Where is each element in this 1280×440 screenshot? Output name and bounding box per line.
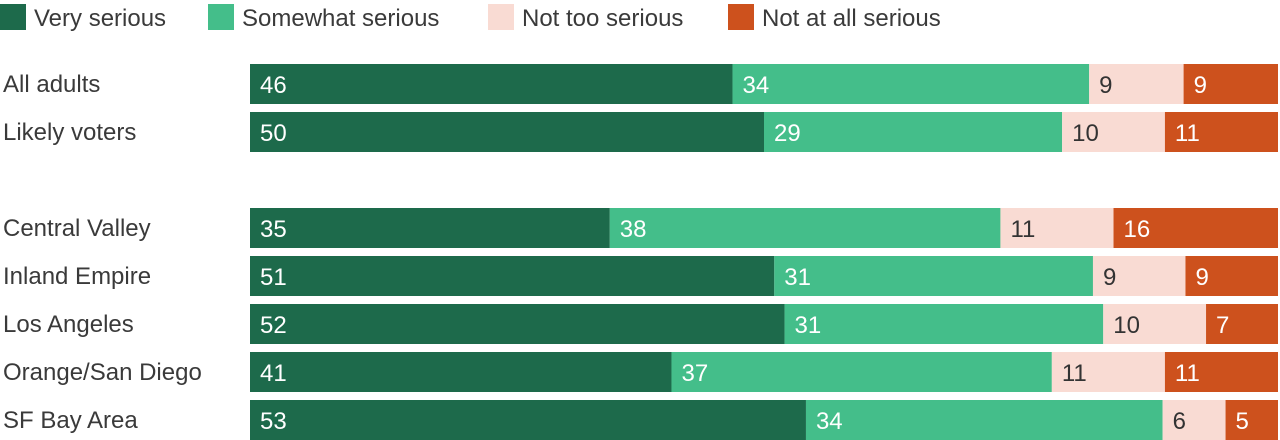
bar-segment-somewhat-serious (774, 256, 1093, 296)
bar-segment-somewhat-serious (805, 400, 1163, 440)
bar-segment-not-too-serious (1092, 256, 1186, 296)
data-label-not-at-all-serious: 11 (1175, 360, 1200, 387)
bar-segment-not-at-all-serious (1164, 352, 1278, 392)
data-label-not-too-serious: 10 (1072, 120, 1099, 147)
data-label-very-serious: 46 (260, 72, 287, 99)
category-label: Central Valley (3, 215, 151, 242)
data-label-very-serious: 35 (260, 216, 287, 243)
legend-swatch-not-at-all-serious (728, 4, 754, 30)
bar-segment-not-too-serious (1089, 64, 1184, 104)
data-label-not-too-serious: 11 (1010, 216, 1035, 243)
data-label-not-too-serious: 10 (1113, 312, 1140, 339)
data-label-very-serious: 51 (260, 264, 287, 291)
category-label: Los Angeles (3, 311, 134, 338)
legend-swatch-not-too-serious (488, 4, 514, 30)
data-label-not-at-all-serious: 7 (1216, 312, 1229, 339)
data-label-not-too-serious: 11 (1062, 360, 1087, 387)
legend-label-not-at-all-serious: Not at all serious (762, 5, 941, 32)
bars: 46 34 9 9 50 29 10 11 35 38 11 16 51 31 9 9 52 31 10 7 41 37 1… (250, 64, 1278, 440)
bar-segment-not-at-all-serious (1164, 112, 1278, 152)
bar-segment-not-at-all-serious (1225, 400, 1278, 440)
data-label-not-at-all-serious: 9 (1194, 72, 1207, 99)
data-label-not-at-all-serious: 9 (1195, 264, 1208, 291)
data-label-somewhat-serious: 31 (784, 264, 811, 291)
category-label: SF Bay Area (3, 407, 138, 434)
bar-segment-not-at-all-serious (1113, 208, 1278, 248)
bar-segment-not-at-all-serious (1206, 304, 1278, 344)
bar-segment-somewhat-serious (671, 352, 1052, 392)
legend-label-somewhat-serious: Somewhat serious (242, 5, 439, 32)
bar-segment-not-too-serious (1051, 352, 1165, 392)
data-label-not-too-serious: 6 (1173, 408, 1186, 435)
data-label-very-serious: 53 (260, 408, 287, 435)
bar-segment-very-serious (250, 400, 806, 440)
legend: Very serious Somewhat serious Not too seri… (0, 4, 941, 32)
category-labels: All adults Likely voters Central Valley Inl… (3, 71, 202, 434)
data-label-very-serious: 41 (260, 360, 287, 387)
bar-segment-very-serious (250, 64, 733, 104)
data-label-very-serious: 52 (260, 312, 287, 339)
data-label-not-at-all-serious: 16 (1124, 216, 1151, 243)
category-label: Orange/San Diego (3, 359, 202, 386)
legend-swatch-very-serious (0, 4, 26, 30)
bar-segment-somewhat-serious (609, 208, 1001, 248)
legend-label-not-too-serious: Not too serious (522, 5, 683, 32)
bar-segment-somewhat-serious (764, 112, 1063, 152)
data-label-somewhat-serious: 37 (681, 360, 708, 387)
legend-swatch-somewhat-serious (208, 4, 234, 30)
data-label-not-too-serious: 9 (1103, 264, 1116, 291)
bar-segment-somewhat-serious (732, 64, 1090, 104)
bar-segment-not-too-serious (1000, 208, 1114, 248)
bar-segment-very-serious (250, 304, 785, 344)
bar-segment-not-at-all-serious (1185, 256, 1278, 296)
legend-label-very-serious: Very serious (34, 5, 166, 32)
bar-segment-not-at-all-serious (1183, 64, 1278, 104)
bar-segment-not-too-serious (1103, 304, 1207, 344)
category-label: Likely voters (3, 119, 136, 146)
data-label-not-at-all-serious: 11 (1175, 120, 1200, 147)
data-label-not-at-all-serious: 5 (1236, 408, 1249, 435)
data-label-very-serious: 50 (260, 120, 287, 147)
data-label-somewhat-serious: 34 (816, 408, 843, 435)
bar-segment-very-serious (250, 256, 775, 296)
bar-segment-not-too-serious (1062, 112, 1165, 152)
data-label-somewhat-serious: 34 (743, 72, 770, 99)
data-label-somewhat-serious: 29 (774, 120, 801, 147)
data-label-somewhat-serious: 38 (620, 216, 647, 243)
bar-segment-very-serious (250, 112, 764, 152)
data-label-somewhat-serious: 31 (795, 312, 822, 339)
bar-segment-very-serious (250, 208, 610, 248)
bar-segment-very-serious (250, 352, 672, 392)
data-label-not-too-serious: 9 (1099, 72, 1112, 99)
bar-segment-not-too-serious (1162, 400, 1226, 440)
bar-segment-somewhat-serious (784, 304, 1104, 344)
category-label: Inland Empire (3, 263, 151, 290)
category-label: All adults (3, 71, 100, 98)
